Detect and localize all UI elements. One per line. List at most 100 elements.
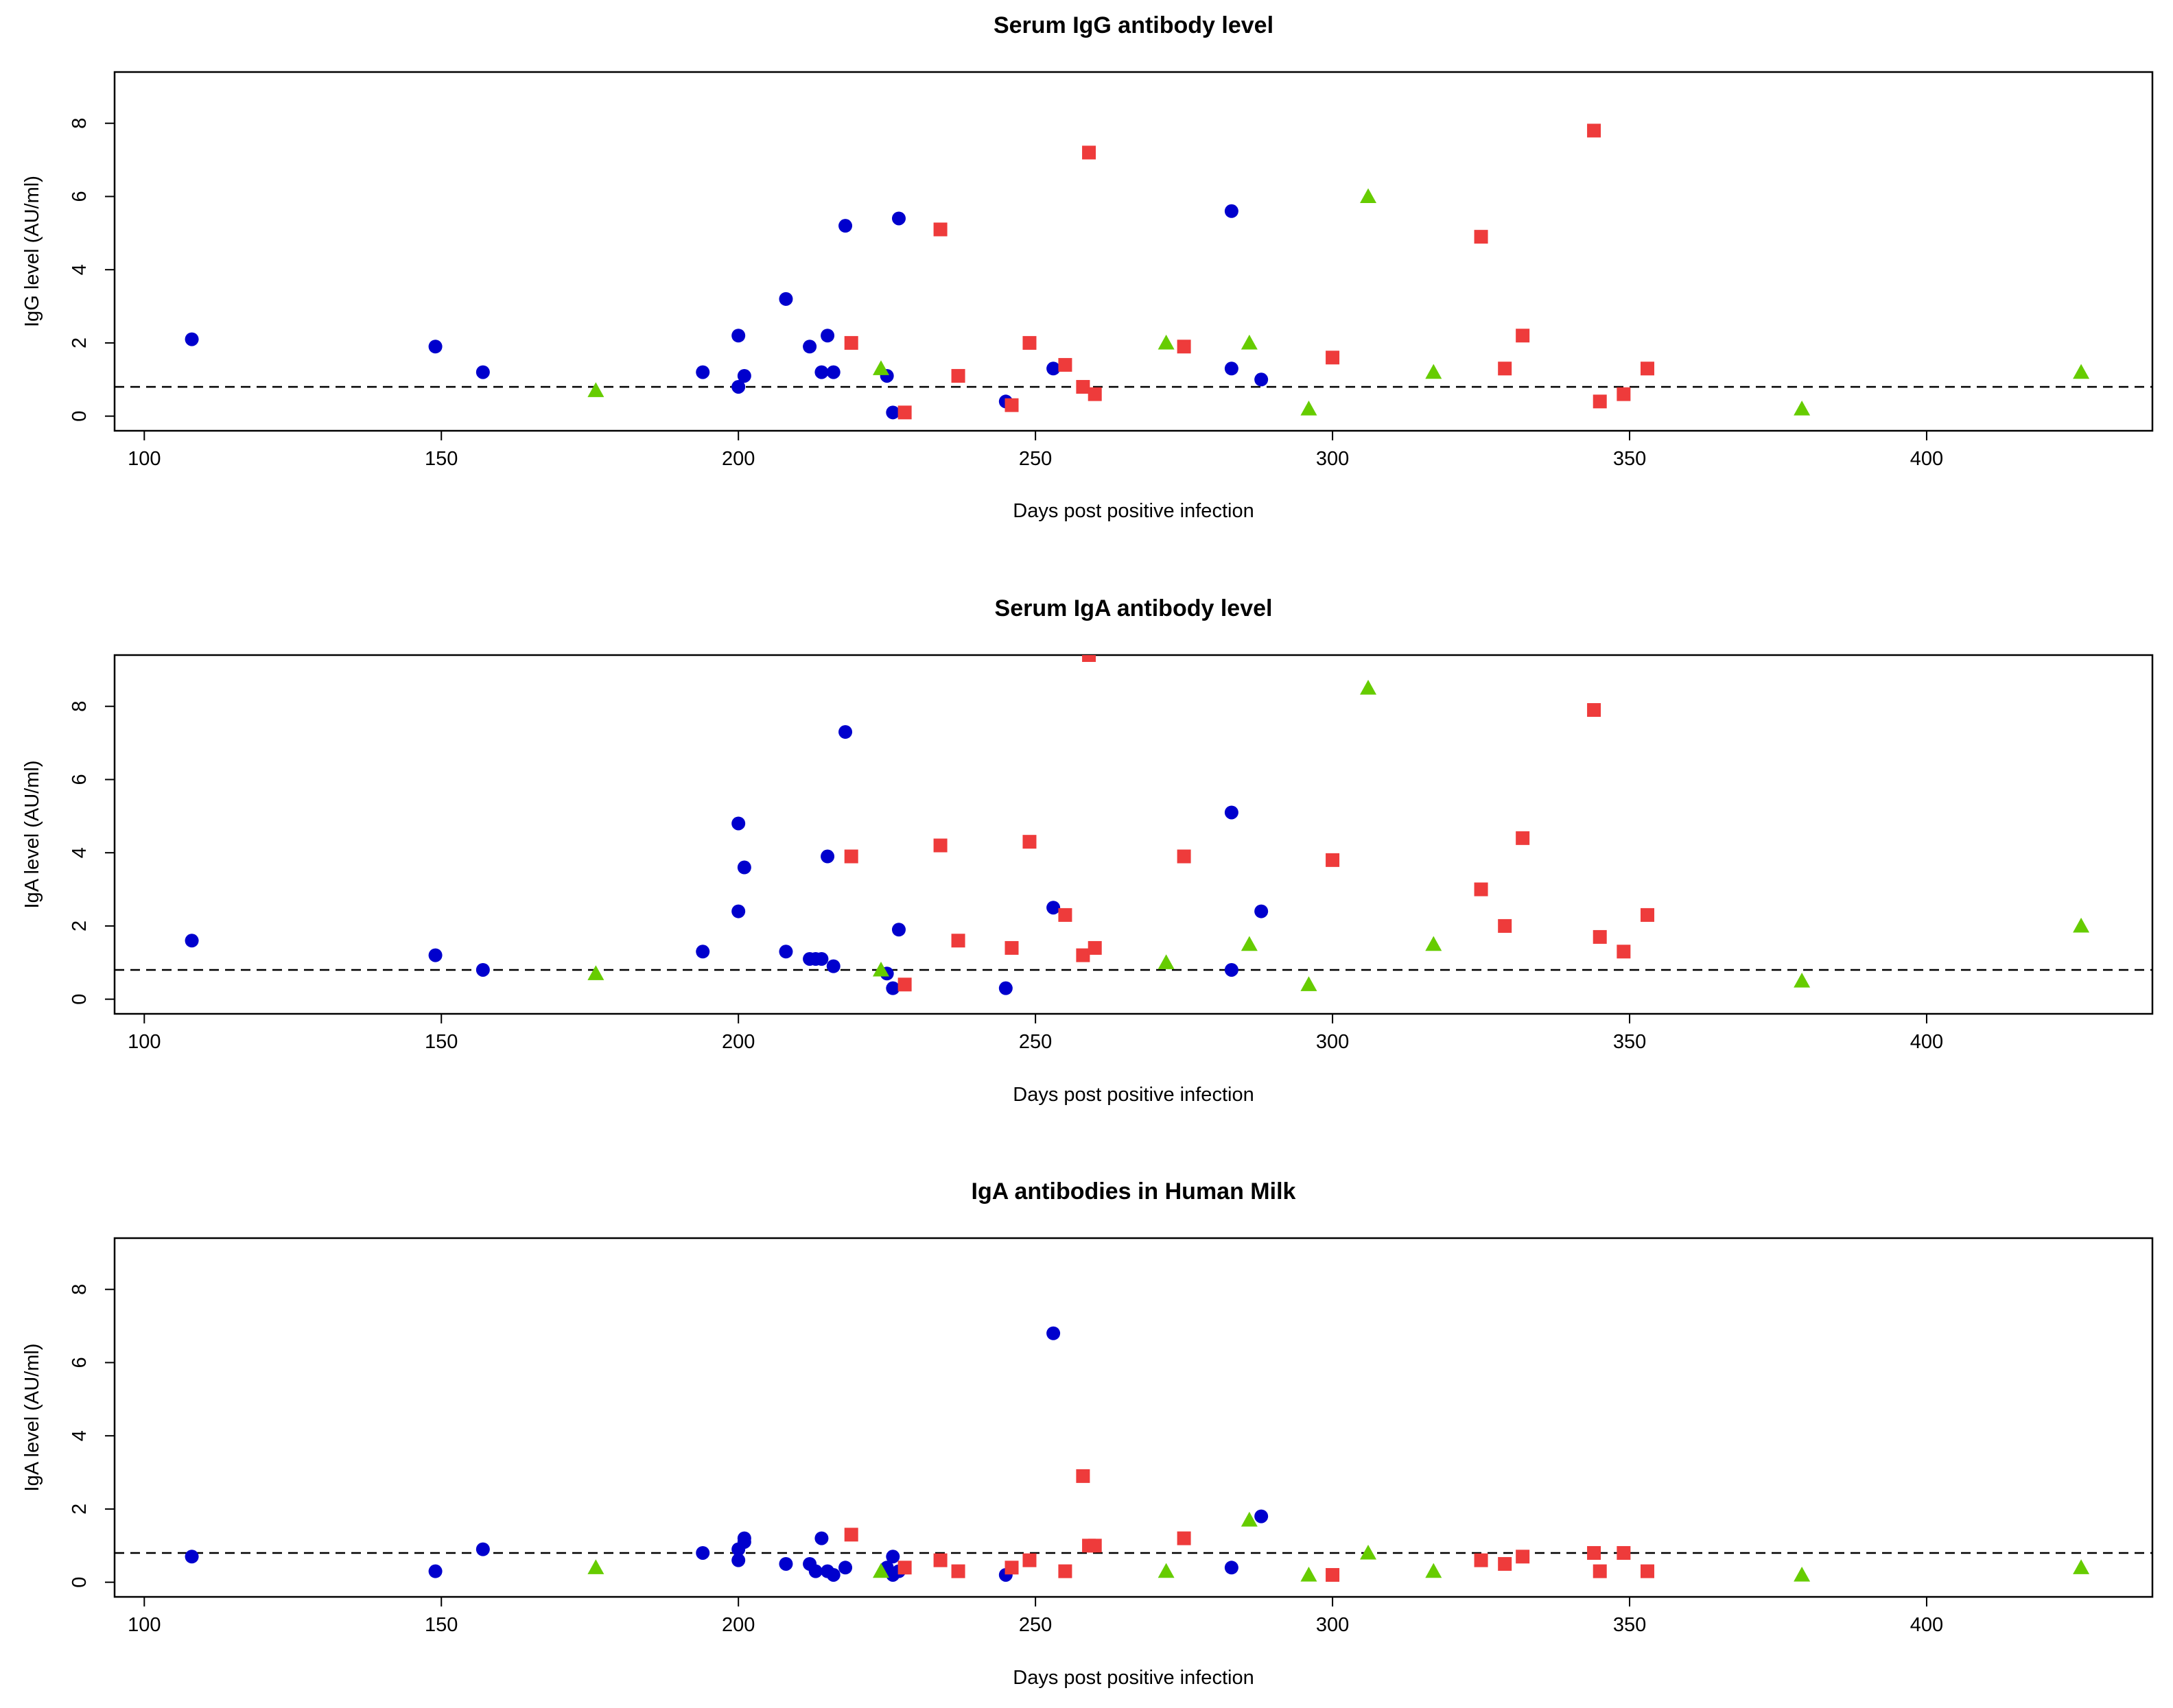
data-point-triangle — [1425, 1563, 1442, 1578]
data-point-triangle — [1360, 680, 1377, 695]
data-point-circle — [886, 981, 900, 995]
data-point-square — [1326, 1567, 1340, 1582]
data-point-circle — [814, 951, 829, 966]
data-point-circle — [737, 860, 751, 875]
y-tick-label: 6 — [69, 774, 91, 785]
data-point-circle — [185, 1550, 199, 1564]
data-point-square — [1088, 940, 1102, 955]
data-point-circle — [428, 340, 443, 354]
data-point-circle — [1224, 805, 1238, 820]
x-tick-label: 250 — [1019, 448, 1052, 470]
data-point-square — [1498, 1556, 1512, 1571]
y-tick-label: 4 — [69, 847, 91, 858]
data-point-circle — [803, 340, 817, 354]
data-point-square — [844, 1528, 858, 1542]
x-tick-label: 150 — [425, 448, 458, 470]
data-point-triangle — [1794, 972, 1811, 988]
data-point-triangle — [1425, 364, 1442, 379]
data-point-circle — [1254, 372, 1269, 387]
data-point-circle — [779, 945, 793, 959]
data-point-square — [844, 335, 858, 350]
data-point-circle — [731, 816, 746, 831]
chart-panel-3: IgA antibodies in Human Milk 100 150 200 250… — [21, 1178, 2154, 1689]
data-point-triangle — [872, 1563, 889, 1578]
data-point-square — [897, 405, 912, 420]
data-point-circle — [886, 1550, 900, 1564]
data-point-square — [1617, 387, 1631, 401]
data-point-circle — [737, 368, 751, 383]
y-tick-label: 8 — [69, 1284, 91, 1295]
data-point-circle — [1254, 904, 1269, 918]
y-tick-label: 6 — [69, 1357, 91, 1368]
data-point-square — [1516, 329, 1530, 343]
data-point-square — [1058, 908, 1072, 922]
data-point-square — [1005, 398, 1019, 412]
data-point-square — [1617, 1545, 1631, 1560]
data-point-square — [1082, 145, 1096, 160]
data-point-circle — [696, 945, 710, 959]
data-point-square — [1076, 1469, 1090, 1483]
data-point-triangle — [587, 965, 604, 980]
data-point-square — [1177, 1531, 1191, 1545]
data-point-circle — [428, 1564, 443, 1578]
x-tick-label: 350 — [1613, 1031, 1646, 1053]
data-point-square — [1058, 357, 1072, 372]
y-tick-label: 8 — [69, 118, 91, 129]
chart-panel-1: Serum IgG antibody level 100 150 200 250 300 3… — [21, 12, 2154, 522]
data-point-circle — [826, 365, 841, 379]
data-point-square — [1326, 351, 1340, 365]
y-tick-label: 4 — [69, 1430, 91, 1441]
data-point-triangle — [1300, 1566, 1317, 1582]
data-point-circle — [1224, 361, 1238, 376]
y-tick-label: 8 — [69, 701, 91, 712]
x-axis-label: Days post positive infection — [1013, 1667, 1254, 1689]
data-point-square — [1005, 940, 1019, 955]
data-point-circle — [821, 849, 835, 864]
data-point-circle — [1046, 1326, 1061, 1340]
data-point-square — [1474, 1553, 1488, 1567]
data-point-triangle — [872, 961, 889, 977]
data-point-square — [1498, 918, 1512, 933]
data-point-square — [1076, 948, 1090, 962]
data-point-circle — [808, 1564, 823, 1578]
data-point-circle — [475, 365, 490, 379]
y-tick-label: 0 — [69, 994, 91, 1005]
data-point-circle — [1224, 204, 1238, 218]
data-point-square — [844, 849, 858, 864]
data-point-circle — [1254, 1509, 1269, 1523]
data-point-triangle — [1300, 976, 1317, 991]
data-point-circle — [838, 725, 853, 739]
y-tick-label: 0 — [69, 1577, 91, 1588]
data-point-square — [951, 934, 965, 948]
data-point-circle — [1046, 361, 1061, 376]
data-point-square — [1587, 703, 1601, 717]
x-tick-label: 400 — [1910, 1031, 1943, 1053]
data-point-square — [1082, 655, 1096, 662]
data-point-square — [933, 838, 948, 853]
data-point-circle — [696, 365, 710, 379]
data-point-triangle — [587, 382, 604, 397]
x-tick-label: 100 — [128, 1031, 161, 1053]
data-point-triangle — [1360, 188, 1377, 204]
data-point-circle — [1224, 962, 1238, 977]
x-tick-label: 150 — [425, 1614, 458, 1636]
x-axis-label: Days post positive infection — [1013, 1084, 1254, 1106]
data-point-circle — [891, 211, 906, 226]
data-point-square — [1474, 230, 1488, 244]
chart-title: IgA antibodies in Human Milk — [972, 1178, 1296, 1205]
data-point-circle — [737, 1531, 751, 1545]
data-point-circle — [731, 904, 746, 918]
data-point-circle — [886, 405, 900, 420]
plot-frame — [113, 1237, 2154, 1598]
data-point-triangle — [1241, 334, 1258, 350]
data-point-square — [1593, 1564, 1607, 1578]
data-point-circle — [428, 948, 443, 962]
y-axis-label: IgA level (AU/ml) — [21, 761, 43, 909]
x-axis-label: Days post positive infection — [1013, 500, 1254, 522]
data-point-circle — [185, 934, 199, 948]
data-point-square — [1088, 387, 1102, 401]
data-point-triangle — [1158, 334, 1175, 350]
data-point-square — [951, 368, 965, 383]
data-point-circle — [779, 292, 793, 306]
